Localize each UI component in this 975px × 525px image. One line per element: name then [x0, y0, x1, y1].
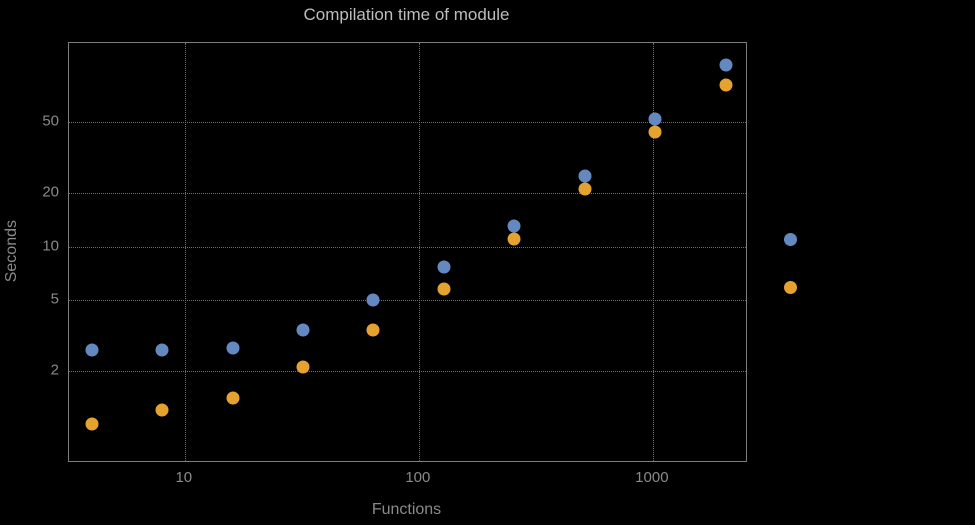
data-point-series-blue — [226, 341, 240, 355]
y-gridline — [69, 193, 746, 195]
legend — [784, 233, 797, 294]
x-gridline — [184, 43, 186, 461]
y-gridline — [69, 300, 746, 301]
legend-marker-series-blue — [784, 233, 797, 246]
data-point-series-blue — [85, 343, 99, 357]
data-point-series-blue — [719, 58, 733, 72]
y-tick-label: 2 — [50, 361, 59, 379]
data-point-series-orange — [155, 403, 169, 417]
data-point-series-orange — [226, 391, 240, 405]
data-point-series-blue — [648, 112, 662, 126]
plot-frame — [68, 42, 747, 462]
x-gridline — [418, 43, 420, 461]
data-point-series-orange — [507, 232, 521, 246]
data-point-series-orange — [85, 417, 99, 431]
y-gridline — [69, 370, 746, 372]
data-point-series-blue — [437, 260, 451, 274]
data-point-series-orange — [296, 360, 310, 374]
y-gridline — [69, 122, 746, 124]
data-point-series-orange — [578, 182, 592, 196]
data-point-series-blue — [507, 219, 521, 233]
x-tick-label: 10 — [175, 469, 193, 486]
y-gridline — [69, 246, 746, 248]
x-tick-label: 1000 — [635, 469, 669, 486]
data-point-series-orange — [719, 78, 733, 92]
chart-title: Compilation time of module — [303, 5, 510, 24]
data-point-series-blue — [366, 293, 380, 307]
data-point-series-orange — [437, 282, 451, 296]
x-gridline — [652, 43, 654, 461]
data-point-series-blue — [155, 343, 169, 357]
y-axis-label-container: Seconds — [0, 42, 24, 460]
data-point-series-blue — [296, 323, 310, 337]
y-tick-label: 5 — [50, 290, 59, 308]
legend-marker-series-orange — [784, 281, 797, 294]
data-point-series-orange — [366, 323, 380, 337]
x-axis-label: Functions — [371, 501, 442, 518]
data-point-series-orange — [648, 125, 662, 139]
x-tick-label: 100 — [405, 469, 431, 486]
y-tick-label: 20 — [42, 183, 59, 201]
y-tick-label: 50 — [42, 112, 59, 130]
y-axis-label: Seconds — [3, 219, 20, 283]
y-tick-label: 10 — [42, 237, 59, 255]
data-point-series-blue — [578, 169, 592, 183]
